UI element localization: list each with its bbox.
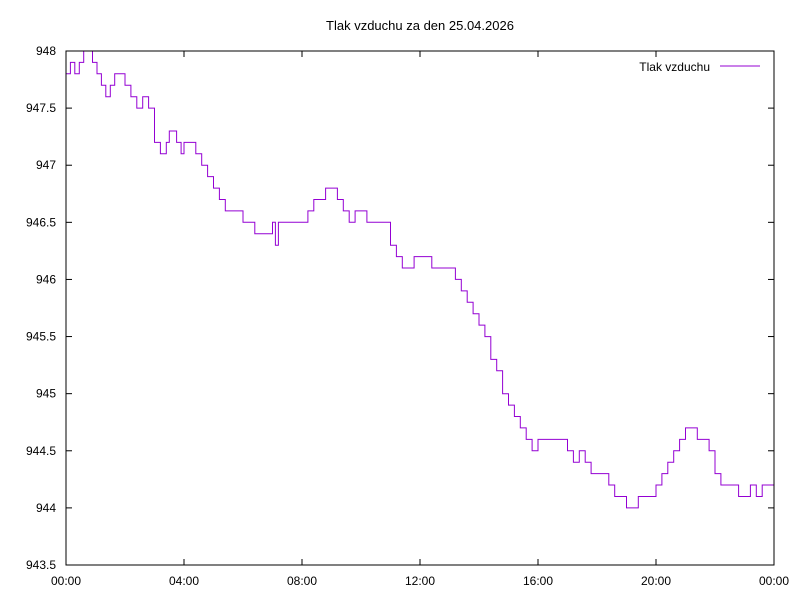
y-tick-label-6: 946.5: [26, 215, 56, 229]
legend: Tlak vzduchu: [639, 60, 760, 74]
x-tick-label-4: 16:00: [523, 574, 553, 588]
legend-label: Tlak vzduchu: [639, 60, 710, 74]
plot-frame: [65, 50, 775, 566]
x-tick-label-1: 04:00: [169, 574, 199, 588]
y-tick-label-3: 945: [36, 387, 56, 401]
y-tick-label-1: 944: [36, 501, 56, 515]
x-tick-label-6: 00:00: [759, 574, 789, 588]
x-tick-label-3: 12:00: [405, 574, 435, 588]
x-tick-label-0: 00:00: [51, 574, 81, 588]
y-tick-label-9: 948: [36, 44, 56, 58]
axis-tick-labels: 00:00 04:00 08:00 12:00 16:00 20:00 00:00 943.5…: [26, 44, 789, 588]
y-tick-label-5: 946: [36, 272, 56, 286]
y-tick-label-2: 944.5: [26, 444, 56, 458]
y-tick-label-8: 947.5: [26, 101, 56, 115]
y-tick-label-4: 945.5: [26, 330, 56, 344]
x-tick-label-2: 08:00: [287, 574, 317, 588]
y-tick-label-0: 943.5: [26, 558, 56, 572]
chart-title: Tlak vzduchu za den 25.04.2026: [326, 18, 514, 33]
x-tick-label-5: 20:00: [641, 574, 671, 588]
series-line-tlak-vzduchu: [66, 50, 774, 509]
y-tick-label-7: 947: [36, 158, 56, 172]
